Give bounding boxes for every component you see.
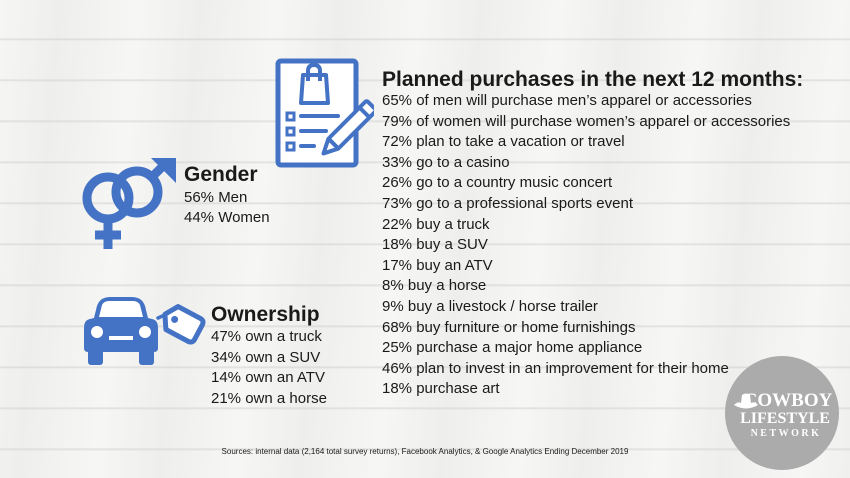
- planned-purchases-list: 65% of men will purchase men’s apparel o…: [382, 91, 790, 400]
- ownership-atv-line: 14% own an ATV: [211, 369, 325, 386]
- list-item: 22% buy a truck: [382, 215, 490, 233]
- sources-footnote: Sources: internal data (2,164 total surv…: [221, 447, 629, 456]
- list-item: 73% go to a professional sports event: [382, 194, 633, 212]
- list-item: 18% buy a SUV: [382, 236, 488, 254]
- list-item: 18% purchase art: [382, 380, 500, 398]
- list-item: 68% buy furniture or home furnishings: [382, 318, 636, 336]
- ownership-title: Ownership: [211, 303, 320, 326]
- cowboy-lifestyle-network-logo: [725, 356, 839, 470]
- gender-icon: [82, 158, 176, 249]
- gender-women-line: 44% Women: [184, 209, 270, 226]
- list-item: 26% go to a country music concert: [382, 174, 613, 192]
- list-item: 65% of men will purchase men’s apparel o…: [382, 92, 752, 109]
- cowboy-hat-icon: [734, 393, 758, 409]
- list-item: 46% plan to invest in an improvement for…: [382, 359, 729, 377]
- ownership-truck-line: 47% own a truck: [211, 328, 322, 345]
- list-item: 79% of women will purchase women’s appar…: [382, 112, 791, 130]
- list-item: 72% plan to take a vacation or travel: [382, 133, 625, 151]
- list-item: 8% buy a horse: [382, 277, 487, 295]
- list-item: 9% buy a livestock / horse trailer: [382, 297, 598, 315]
- logo-line-2: LIFESTYLE: [740, 410, 830, 427]
- car-tag-icon: [84, 297, 206, 365]
- list-item: 33% go to a casino: [382, 153, 510, 171]
- list-item: 25% purchase a major home appliance: [382, 339, 643, 357]
- checklist-icon: [275, 58, 374, 168]
- ownership-stats: 47% own a truck 34% own a SUV 14% own an…: [211, 327, 327, 409]
- gender-title: Gender: [184, 163, 258, 186]
- logo-line-1: COWBOY: [743, 390, 833, 411]
- gender-men-line: 56% Men: [184, 189, 248, 206]
- ownership-suv-line: 34% own a SUV: [211, 348, 321, 366]
- logo-line-3: NETWORK: [750, 428, 822, 439]
- gender-stats: 56% Men 44% Women: [184, 188, 270, 228]
- list-item: 17% buy an ATV: [382, 256, 493, 274]
- planned-purchases-title: Planned purchases in the next 12 months:: [382, 68, 804, 91]
- ownership-horse-line: 21% own a horse: [211, 389, 327, 407]
